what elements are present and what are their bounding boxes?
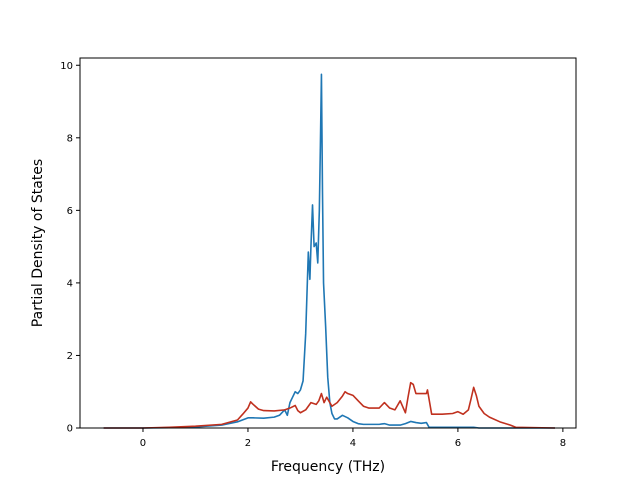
series-line-2 bbox=[103, 381, 556, 429]
y-tick-label: 6 bbox=[67, 206, 73, 217]
y-tick-label: 4 bbox=[67, 278, 73, 289]
series-layer bbox=[103, 73, 556, 429]
series-line-1 bbox=[103, 73, 556, 429]
x-axis-label: Frequency (THz) bbox=[271, 459, 385, 475]
x-tick-label: 2 bbox=[245, 438, 251, 449]
x-tick-label: 6 bbox=[455, 438, 461, 449]
y-axis-ticks: 0 2 4 6 8 10 bbox=[60, 61, 80, 435]
y-tick-label: 10 bbox=[60, 61, 73, 72]
y-tick-label: 8 bbox=[67, 133, 73, 144]
plot-frame bbox=[79, 57, 577, 429]
y-tick-label: 0 bbox=[67, 424, 73, 435]
x-tick-label: 4 bbox=[350, 438, 356, 449]
y-tick-label: 2 bbox=[67, 351, 73, 362]
x-tick-label: 8 bbox=[560, 438, 566, 449]
y-axis-label: Partial Density of States bbox=[30, 159, 46, 327]
x-tick-label: 0 bbox=[140, 438, 146, 449]
x-axis-ticks: 0 2 4 6 8 bbox=[140, 428, 566, 449]
